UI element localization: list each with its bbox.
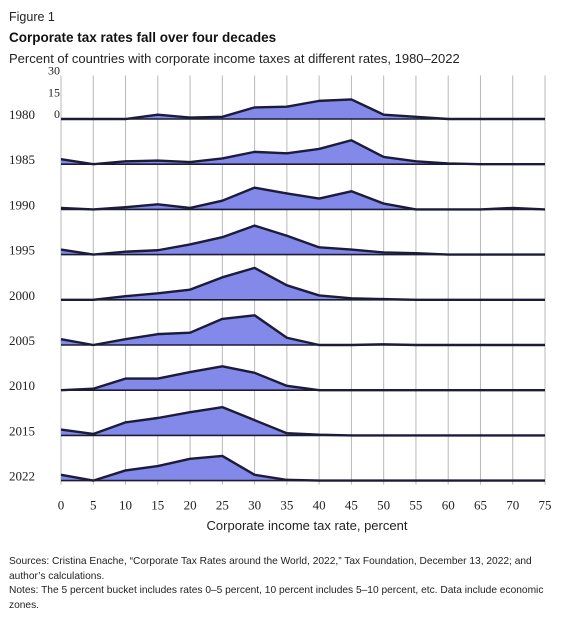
row-label-2005: 2005 <box>9 333 35 348</box>
chart-rows: 1980 1985 1990 1995 2000 2005 2010 2015 2022 <box>9 99 545 483</box>
y-tick-label-30: 30 <box>48 64 60 78</box>
row-2000: 2000 <box>9 268 545 303</box>
x-tick-label-55: 55 <box>409 498 422 513</box>
x-tick-label-60: 60 <box>442 498 455 513</box>
y-tick-label-0: 0 <box>54 107 60 121</box>
row-label-1985: 1985 <box>9 152 35 167</box>
x-tick-label-30: 30 <box>248 498 261 513</box>
notes-text: Notes: The 5 percent bucket includes rat… <box>9 584 564 613</box>
row-1980: 1980 <box>9 99 545 122</box>
row-2022: 2022 <box>9 456 545 484</box>
notes-block: Sources: Cristina Enache, “Corporate Tax… <box>9 555 564 613</box>
x-axis-label: Corporate income tax rate, percent <box>207 518 408 533</box>
x-tick-label-45: 45 <box>345 498 358 513</box>
x-axis: 0 5 10 15 20 25 30 35 40 45 50 55 60 65 70 75 <box>58 498 552 513</box>
row-2010: 2010 <box>9 366 545 393</box>
row-1990: 1990 <box>9 188 545 213</box>
x-tick-label-75: 75 <box>539 498 552 513</box>
x-tick-label-50: 50 <box>377 498 390 513</box>
x-tick-label-65: 65 <box>474 498 487 513</box>
x-tick-label-70: 70 <box>506 498 519 513</box>
row-label-2000: 2000 <box>9 288 35 303</box>
row-1985: 1985 <box>9 140 545 167</box>
row-label-1995: 1995 <box>9 243 35 258</box>
y-scale: 30 15 0 <box>48 64 60 122</box>
row-label-2022: 2022 <box>9 469 35 484</box>
x-tick-label-40: 40 <box>313 498 326 513</box>
x-tick-label-5: 5 <box>90 498 97 513</box>
row-label-1990: 1990 <box>9 197 35 212</box>
x-tick-label-10: 10 <box>119 498 132 513</box>
x-tick-label-25: 25 <box>216 498 229 513</box>
row-label-2015: 2015 <box>9 423 35 438</box>
x-tick-label-15: 15 <box>151 498 164 513</box>
row-2005: 2005 <box>9 315 545 348</box>
row-1995: 1995 <box>9 226 545 258</box>
x-tick-label-35: 35 <box>280 498 293 513</box>
row-label-1980: 1980 <box>9 107 35 122</box>
y-tick-label-15: 15 <box>48 85 60 99</box>
x-tick-label-0: 0 <box>58 498 65 513</box>
x-tick-label-20: 20 <box>184 498 197 513</box>
row-2015: 2015 <box>9 407 545 438</box>
series-area-1980 <box>61 99 545 119</box>
sources-text: Sources: Cristina Enache, “Corporate Tax… <box>9 555 564 584</box>
row-label-2010: 2010 <box>9 378 35 393</box>
